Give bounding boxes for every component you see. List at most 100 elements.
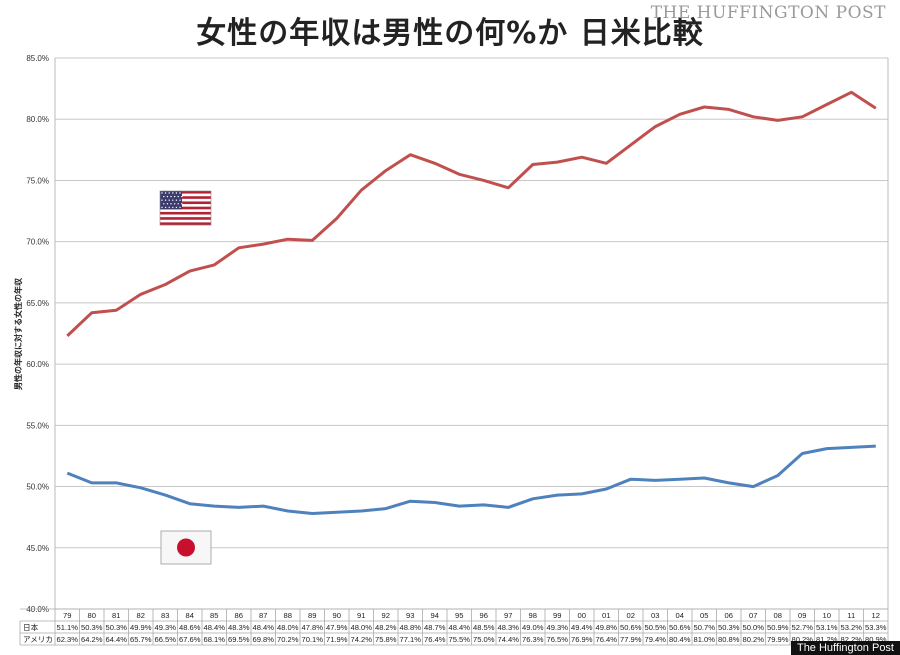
table-cell: 48.3% <box>497 623 519 632</box>
table-cell: 48.6% <box>179 623 201 632</box>
table-cell: 76.9% <box>571 635 593 644</box>
table-cell: 51.1% <box>56 623 78 632</box>
flag-stripe <box>160 222 211 226</box>
table-cell: 77.9% <box>620 635 642 644</box>
table-cell: 50.7% <box>693 623 715 632</box>
flag-stripe <box>160 191 211 194</box>
y-tick-label: 60.0% <box>26 360 49 369</box>
flag-star <box>163 203 165 205</box>
y-axis-label: 男性の年収に対する女性の年収 <box>13 277 23 390</box>
flag-canton <box>160 191 182 210</box>
x-tick-label: 99 <box>553 611 561 620</box>
x-tick-label: 01 <box>602 611 610 620</box>
table-cell: 74.2% <box>350 635 372 644</box>
flag-stripe <box>160 217 211 220</box>
table-cell: 81.0% <box>693 635 715 644</box>
x-tick-label: 12 <box>872 611 880 620</box>
table-cell: 48.0% <box>350 623 372 632</box>
flag-stripe <box>160 219 211 223</box>
flag-stripe <box>160 204 211 207</box>
x-tick-label: 80 <box>88 611 96 620</box>
table-cell: 50.6% <box>669 623 691 632</box>
table-cell: 76.4% <box>424 635 446 644</box>
flag-stripe <box>160 196 211 200</box>
flag-star <box>161 192 163 194</box>
table-cell: 50.3% <box>105 623 127 632</box>
x-tick-label: 90 <box>333 611 341 620</box>
table-cell: 48.7% <box>424 623 446 632</box>
x-tick-label: 81 <box>112 611 120 620</box>
table-cell: 49.3% <box>154 623 176 632</box>
table-cell: 79.4% <box>644 635 666 644</box>
table-row-header: アメリカ <box>23 635 53 644</box>
x-tick-label: 91 <box>357 611 365 620</box>
table-cell: 49.0% <box>522 623 544 632</box>
flag-stripe <box>160 206 211 210</box>
table-cell: 69.8% <box>252 635 274 644</box>
flag-star <box>172 192 174 194</box>
x-tick-label: 94 <box>431 611 439 620</box>
y-tick-label: 40.0% <box>26 605 49 614</box>
flag-star <box>172 199 174 201</box>
y-tick-label: 70.0% <box>26 238 49 247</box>
flag-star <box>168 192 170 194</box>
table-cell: 81.2% <box>816 635 838 644</box>
table-cell: 50.3% <box>81 623 103 632</box>
table-cell: 49.9% <box>130 623 152 632</box>
table-cell: 69.5% <box>228 635 250 644</box>
y-tick-label: 75.0% <box>26 176 49 185</box>
flag-star <box>181 203 183 205</box>
table-cell: 80.8% <box>718 635 740 644</box>
x-tick-label: 85 <box>210 611 218 620</box>
table-cell: 50.6% <box>620 623 642 632</box>
flag-star <box>166 203 169 205</box>
flag-star <box>173 195 176 198</box>
table-cell: 75.0% <box>473 635 495 644</box>
x-tick-label: 86 <box>235 611 243 620</box>
table-cell: 80.9% <box>865 635 887 644</box>
table-cell: 77.1% <box>399 635 421 644</box>
x-tick-label: 97 <box>504 611 512 620</box>
flag-stripe <box>160 211 211 215</box>
table-cell: 53.2% <box>840 623 862 632</box>
table-cell: 76.3% <box>522 635 544 644</box>
y-tick-label: 65.0% <box>26 299 49 308</box>
chart-title: 女性の年収は男性の何%か 日米比較 <box>196 16 704 51</box>
table-cell: 70.2% <box>277 635 299 644</box>
flag-star <box>177 203 179 205</box>
table-cell: 65.7% <box>130 635 152 644</box>
x-tick-label: 04 <box>676 611 684 620</box>
table-cell: 70.1% <box>301 635 323 644</box>
flag-stripe <box>160 193 211 197</box>
table-cell: 52.7% <box>791 623 813 632</box>
x-tick-label: 88 <box>284 611 292 620</box>
x-tick-label: 07 <box>749 611 757 620</box>
flag-sun <box>177 538 195 557</box>
table-cell: 71.9% <box>326 635 348 644</box>
table-cell: 48.2% <box>375 623 397 632</box>
table-cell: 49.4% <box>571 623 593 632</box>
table-cell: 48.3% <box>228 623 250 632</box>
flag-star <box>179 192 181 194</box>
y-tick-label: 85.0% <box>26 54 49 63</box>
flag-star <box>168 199 170 201</box>
table-cell: 66.5% <box>154 635 176 644</box>
x-tick-label: 84 <box>186 611 194 620</box>
y-tick-label: 45.0% <box>26 544 49 553</box>
x-tick-label: 82 <box>137 611 145 620</box>
x-tick-label: 11 <box>847 611 855 620</box>
table-cell: 80.2% <box>791 635 813 644</box>
flag-star <box>170 203 172 205</box>
y-tick-label: 50.0% <box>26 483 49 492</box>
flag-star <box>175 199 178 201</box>
table-cell: 48.4% <box>448 623 470 632</box>
table-cell: 53.1% <box>816 623 838 632</box>
x-tick-label: 89 <box>308 611 316 620</box>
flag-star <box>175 192 178 194</box>
flag-border <box>159 190 212 226</box>
x-tick-label: 93 <box>406 611 414 620</box>
table-cell: 68.1% <box>203 635 225 644</box>
x-tick-label: 08 <box>774 611 782 620</box>
us-flag-icon <box>159 190 212 226</box>
